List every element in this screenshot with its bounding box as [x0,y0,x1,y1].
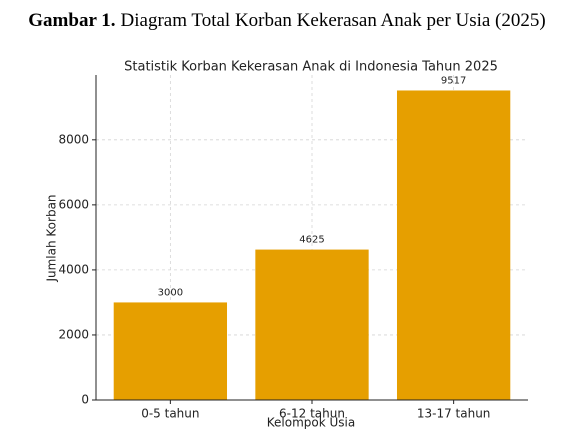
bar [113,302,228,400]
y-tick-label: 4000 [58,262,89,276]
chart-title: Statistik Korban Kekerasan Anak di Indon… [124,60,498,75]
x-axis-label: Kelompok Usia [267,416,355,430]
value-label: 4625 [299,235,324,246]
y-axis-label: Jumlah Korban [45,194,59,282]
caption-label: Gambar 1. [28,10,115,31]
y-tick-label: 8000 [58,132,89,146]
x-tick-label: 0-5 tahun [141,407,199,421]
bar [396,90,511,400]
value-label: 3000 [158,287,183,298]
y-tick-label: 0 [81,393,89,407]
x-tick-label: 13-17 tahun [417,407,491,421]
value-label: 9517 [441,75,466,86]
y-tick-label: 2000 [58,327,89,341]
bar [255,249,369,400]
caption: Gambar 1. Diagram Total Korban Kekerasan … [28,10,545,31]
y-tick-label: 6000 [58,197,89,211]
caption-text: Diagram Total Korban Kekerasan Anak per … [121,10,546,31]
x-tick-label: 6-12 tahun [279,407,345,421]
